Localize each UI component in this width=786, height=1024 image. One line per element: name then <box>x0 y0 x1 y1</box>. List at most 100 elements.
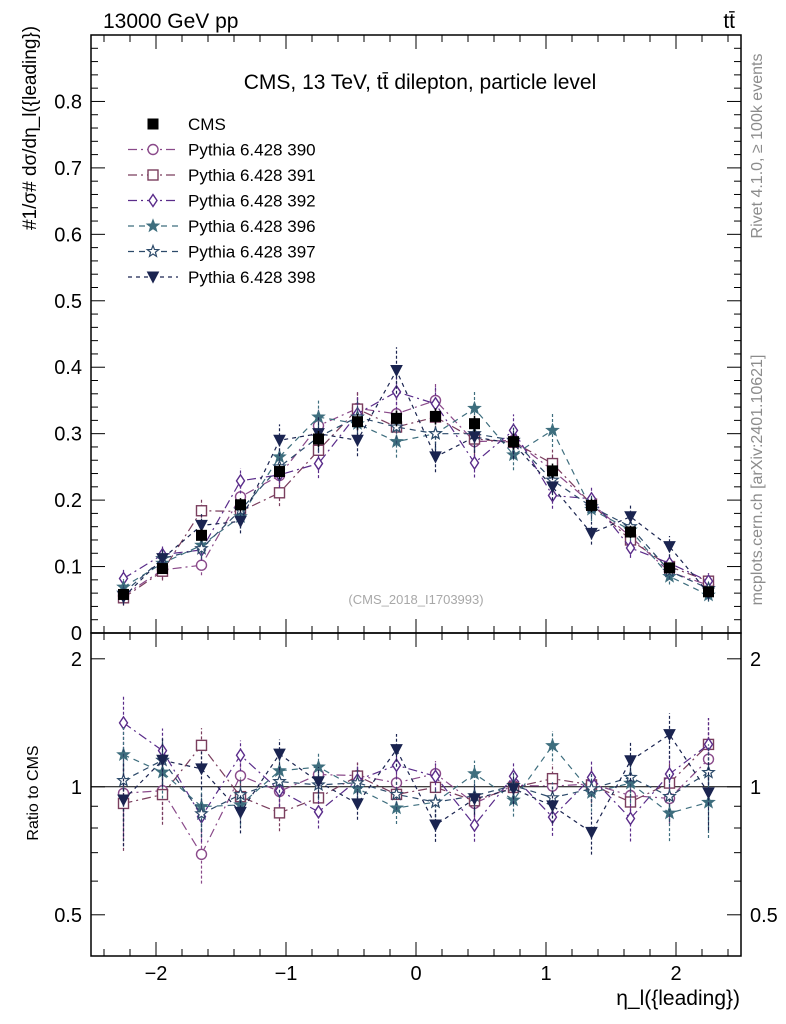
y-tick-label: 0.7 <box>54 158 82 180</box>
ratio-point <box>585 826 598 839</box>
series-point <box>625 540 636 556</box>
legend-entry-4: Pythia 6.428 396 <box>128 217 316 236</box>
y-tick-label: 0.3 <box>54 424 82 446</box>
legend-marker <box>147 118 159 130</box>
legend-label: Pythia 6.428 398 <box>188 268 316 287</box>
x-tick-label: −2 <box>145 963 168 985</box>
ratio-point <box>545 737 560 752</box>
legend-entry-1: Pythia 6.428 390 <box>128 141 316 160</box>
ratio-point <box>468 793 481 806</box>
ratio-point <box>235 747 246 763</box>
legend-entry-3: Pythia 6.428 392 <box>128 192 316 211</box>
legend-label: Pythia 6.428 397 <box>188 243 316 262</box>
ratio-point <box>156 754 169 767</box>
series-point <box>468 431 481 444</box>
ratio-point <box>234 806 247 819</box>
ratio-point <box>350 775 365 790</box>
series-point <box>429 451 442 464</box>
y-tick-label: 0.4 <box>54 357 82 379</box>
ratio-point <box>156 788 169 801</box>
series-point <box>195 519 208 532</box>
series-line <box>123 407 709 596</box>
data-point <box>664 562 675 574</box>
data-point <box>625 526 636 538</box>
series-point <box>663 541 676 554</box>
ratio-series-line <box>123 744 709 814</box>
series-point <box>389 419 404 434</box>
ratio-point <box>194 806 209 821</box>
x-tick-label: −1 <box>275 963 298 985</box>
y-tick-label: 0.8 <box>54 91 82 113</box>
ratio-point <box>584 781 599 795</box>
series-point <box>273 487 286 499</box>
data-point <box>703 586 714 598</box>
data-point <box>352 416 363 428</box>
y-tick-label: 0.1 <box>54 557 82 579</box>
x-tick-label: 2 <box>670 963 681 985</box>
legend-marker <box>145 243 161 258</box>
ratio-tick-label-right: 0.5 <box>750 905 778 927</box>
data-point <box>157 563 168 575</box>
series-point <box>273 434 286 447</box>
data-point <box>430 410 441 422</box>
ratio-point <box>273 748 286 761</box>
ratio-point <box>625 811 636 826</box>
legend-label: Pythia 6.428 391 <box>188 166 316 185</box>
series-point <box>469 455 480 471</box>
series-line <box>123 391 709 582</box>
series-5 <box>116 400 716 602</box>
x-axis-label: η_l({leading}) <box>616 987 740 1010</box>
series-point <box>624 511 637 524</box>
ratio-point <box>390 744 403 757</box>
y-axis-label: #1/σ# dσ/dη_l({leading}) <box>20 26 41 230</box>
series-6 <box>117 347 715 606</box>
series-point <box>545 422 560 437</box>
ratio-point <box>702 787 715 800</box>
series-point <box>313 456 324 471</box>
ratio-point <box>624 755 637 768</box>
mcplots-credit-label: mcplots.cern.ch [arXiv:2401.10621] <box>749 355 766 606</box>
data-point <box>586 499 597 511</box>
ratio-tick-label-left: 2 <box>71 649 82 671</box>
series-line <box>123 416 709 594</box>
ratio-point <box>662 788 677 803</box>
ratio-point <box>546 772 559 785</box>
y-tick-label: 0.6 <box>54 224 82 246</box>
series-point <box>195 559 208 571</box>
legend-label: CMS <box>188 115 226 134</box>
ratio-series-line <box>123 733 709 834</box>
legend-marker <box>147 169 159 181</box>
ratio-point <box>546 800 559 813</box>
legend-label: Pythia 6.428 390 <box>188 141 316 160</box>
series-point <box>585 527 598 540</box>
series-point <box>546 481 559 494</box>
chart-title: CMS, 13 TeV, tt̄ dilepton, particle leve… <box>244 71 597 94</box>
main-panel-ticks: 0.1 0.2 0.3 0.4 0.5 0.6 0.7 0.8 0 <box>54 35 741 645</box>
series-point <box>194 540 209 555</box>
series-point <box>428 425 443 440</box>
legend-entry-2: Pythia 6.428 391 <box>128 166 316 185</box>
series-point <box>311 409 326 424</box>
ratio-point <box>117 794 130 807</box>
ratio-point <box>312 776 325 789</box>
ratio-tick-label-left: 0.5 <box>54 905 82 927</box>
ratio-tick-label-right: 1 <box>750 777 761 799</box>
series-4 <box>116 391 716 602</box>
data-point <box>118 588 129 600</box>
legend: CMS Pythia 6.428 390 Pythia 6.428 391 Pythi… <box>128 115 316 287</box>
data-point <box>391 412 402 424</box>
legend-marker <box>145 218 161 233</box>
y-tick-label: 0.5 <box>54 291 82 313</box>
legend-entry-5: Pythia 6.428 397 <box>128 243 316 262</box>
ratio-series-1 <box>117 732 715 884</box>
ratio-y-axis-label: Ratio to CMS <box>25 745 42 840</box>
process-label: 13000 GeV pp <box>103 10 238 33</box>
series-point <box>390 365 403 378</box>
main-panel-series <box>116 347 716 606</box>
series-point <box>467 400 482 415</box>
legend-label: Pythia 6.428 396 <box>188 217 316 236</box>
ratio-series-6 <box>117 713 715 855</box>
ratio-panel-ticks: −2 −1 0 1 2 0.5 0.5 1 1 2 2 <box>54 633 778 985</box>
series-point <box>234 515 247 528</box>
ratio-point <box>430 769 441 784</box>
